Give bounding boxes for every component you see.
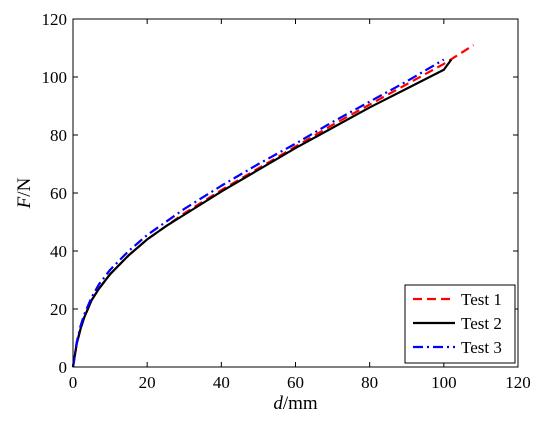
y-tick-label: 100 [42,68,68,87]
x-axis-label: d/mm [273,393,318,414]
x-tick-label: 0 [69,373,78,392]
y-tick-label: 60 [50,184,67,203]
x-tick-label: 40 [213,373,230,392]
y-axis-label: F/N [14,177,35,209]
legend-label-2: Test 2 [461,314,502,333]
x-tick-label: 60 [287,373,304,392]
y-tick-label: 20 [50,300,67,319]
y-tick-label: 120 [42,10,68,29]
y-tick-label: 40 [50,242,67,261]
y-tick-label: 80 [50,126,67,145]
legend-label-3: Test 3 [461,338,502,357]
series-line-2 [71,58,453,368]
x-tick-label: 20 [139,373,156,392]
y-tick-label: 0 [59,358,68,377]
x-tick-label: 120 [505,373,531,392]
x-axis-variable: d [273,393,283,414]
y-axis-variable: F [14,196,35,209]
series-layer [71,44,475,368]
series-line-3 [71,58,445,368]
x-tick-label: 80 [361,373,378,392]
legend: Test 1 Test 2 Test 3 [404,284,516,364]
ticks-layer: 0 20 40 60 80 100 120 0 20 40 60 80 100 120 [42,10,531,392]
legend-label-1: Test 1 [461,290,502,309]
y-axis-unit: /N [14,177,35,196]
x-tick-label: 100 [431,373,457,392]
x-axis-unit: /mm [283,393,318,414]
